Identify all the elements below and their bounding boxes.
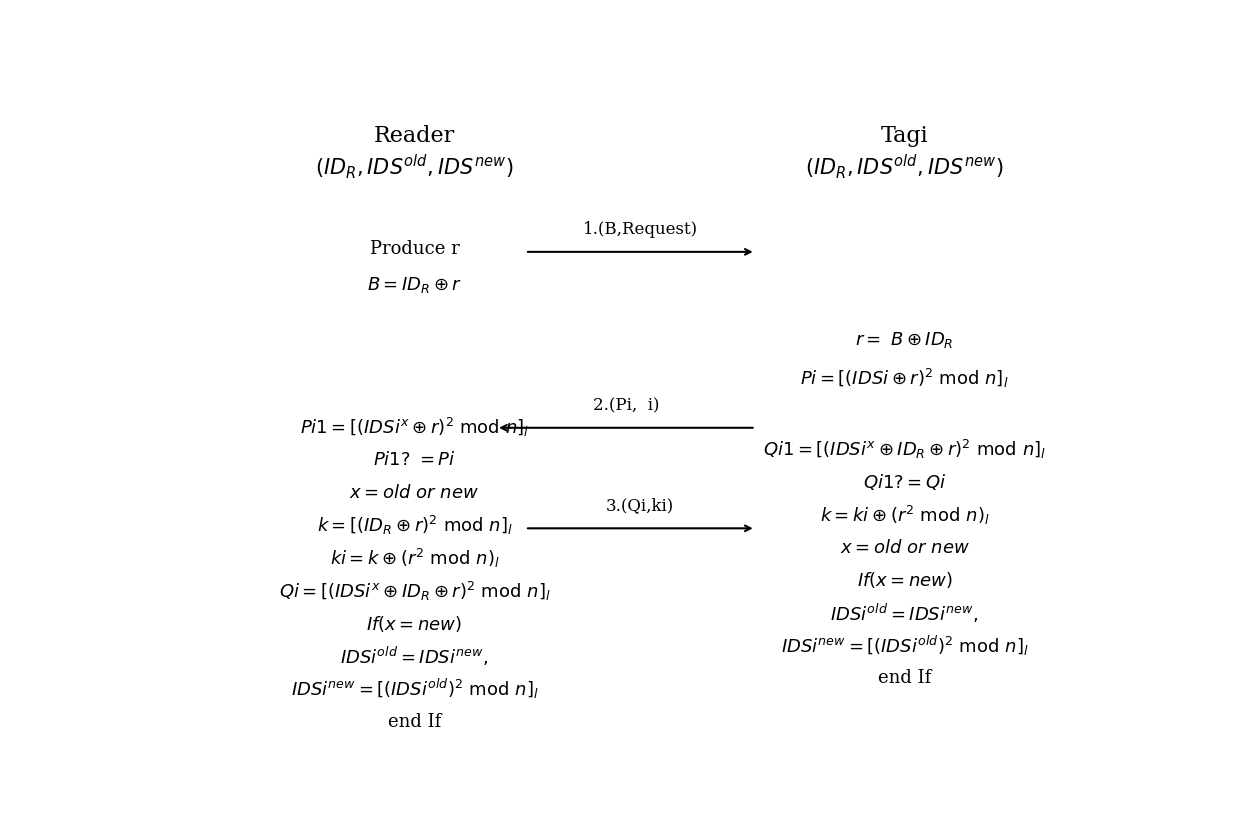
Text: $IDSi^{new}=[(IDSi^{old})^2\ \mathrm{mod}\ n]_l$: $IDSi^{new}=[(IDSi^{old})^2\ \mathrm{mod… <box>781 634 1028 658</box>
Text: $k=ki\oplus(r^2\ \mathrm{mod}\ n)_l$: $k=ki\oplus(r^2\ \mathrm{mod}\ n)_l$ <box>820 503 990 526</box>
Text: $Pi=[(IDSi\oplus r)^2\ \mathrm{mod}\ n]_l$: $Pi=[(IDSi\oplus r)^2\ \mathrm{mod}\ n]_… <box>800 367 1009 390</box>
Text: Tagi: Tagi <box>880 125 929 147</box>
Text: $If(x=new)$: $If(x=new)$ <box>857 570 952 591</box>
Text: $Qi=[(IDSi^x\oplus ID_R\oplus r)^2\ \mathrm{mod}\ n]_l$: $Qi=[(IDSi^x\oplus ID_R\oplus r)^2\ \mat… <box>279 579 551 603</box>
Text: 3.(Qi,ki): 3.(Qi,ki) <box>606 498 675 515</box>
Text: $r=\ B\oplus ID_R$: $r=\ B\oplus ID_R$ <box>856 330 954 350</box>
Text: $Pi1=[(IDSi^x\oplus r)^2\ \mathrm{mod}\ n]_l$: $Pi1=[(IDSi^x\oplus r)^2\ \mathrm{mod}\ … <box>300 416 529 439</box>
Text: $x=old\ or\ new$: $x=old\ or\ new$ <box>350 484 480 502</box>
Text: $IDSi^{old}=IDSi^{new},$: $IDSi^{old}=IDSi^{new},$ <box>340 645 489 668</box>
Text: $(ID_R,IDS^{old},IDS^{new})$: $(ID_R,IDS^{old},IDS^{new})$ <box>805 153 1004 181</box>
Text: $x=old\ or\ new$: $x=old\ or\ new$ <box>839 539 970 557</box>
Text: $Pi1?\ =Pi$: $Pi1?\ =Pi$ <box>373 451 456 469</box>
Text: $Qi1?=Qi$: $Qi1?=Qi$ <box>863 472 946 492</box>
Text: $If(x=new)$: $If(x=new)$ <box>367 614 463 634</box>
Text: 2.(Pi,  i): 2.(Pi, i) <box>593 397 660 414</box>
Text: Produce r: Produce r <box>370 240 459 258</box>
Text: $B=ID_R \oplus r$: $B=ID_R \oplus r$ <box>367 275 463 295</box>
Text: Reader: Reader <box>373 125 455 147</box>
Text: end If: end If <box>388 713 441 731</box>
Text: $(ID_R,IDS^{old},IDS^{new})$: $(ID_R,IDS^{old},IDS^{new})$ <box>315 153 513 181</box>
Text: end If: end If <box>878 669 931 688</box>
Text: $IDSi^{old}=IDSi^{new},$: $IDSi^{old}=IDSi^{new},$ <box>831 601 978 625</box>
Text: $k=[(ID_R\oplus r)^2\ \mathrm{mod}\ n]_l$: $k=[(ID_R\oplus r)^2\ \mathrm{mod}\ n]_l… <box>316 514 512 538</box>
Text: $IDSi^{new}=[(IDSi^{old})^2\ \mathrm{mod}\ n]_l$: $IDSi^{new}=[(IDSi^{old})^2\ \mathrm{mod… <box>290 677 538 701</box>
Text: $Qi1=[(IDSi^x\oplus ID_R\oplus r)^2\ \mathrm{mod}\ n]_l$: $Qi1=[(IDSi^x\oplus ID_R\oplus r)^2\ \ma… <box>763 438 1047 461</box>
Text: $ki=k\oplus(r^2\ \mathrm{mod}\ n)_l$: $ki=k\oplus(r^2\ \mathrm{mod}\ n)_l$ <box>330 547 500 570</box>
Text: 1.(B,Request): 1.(B,Request) <box>583 221 698 238</box>
